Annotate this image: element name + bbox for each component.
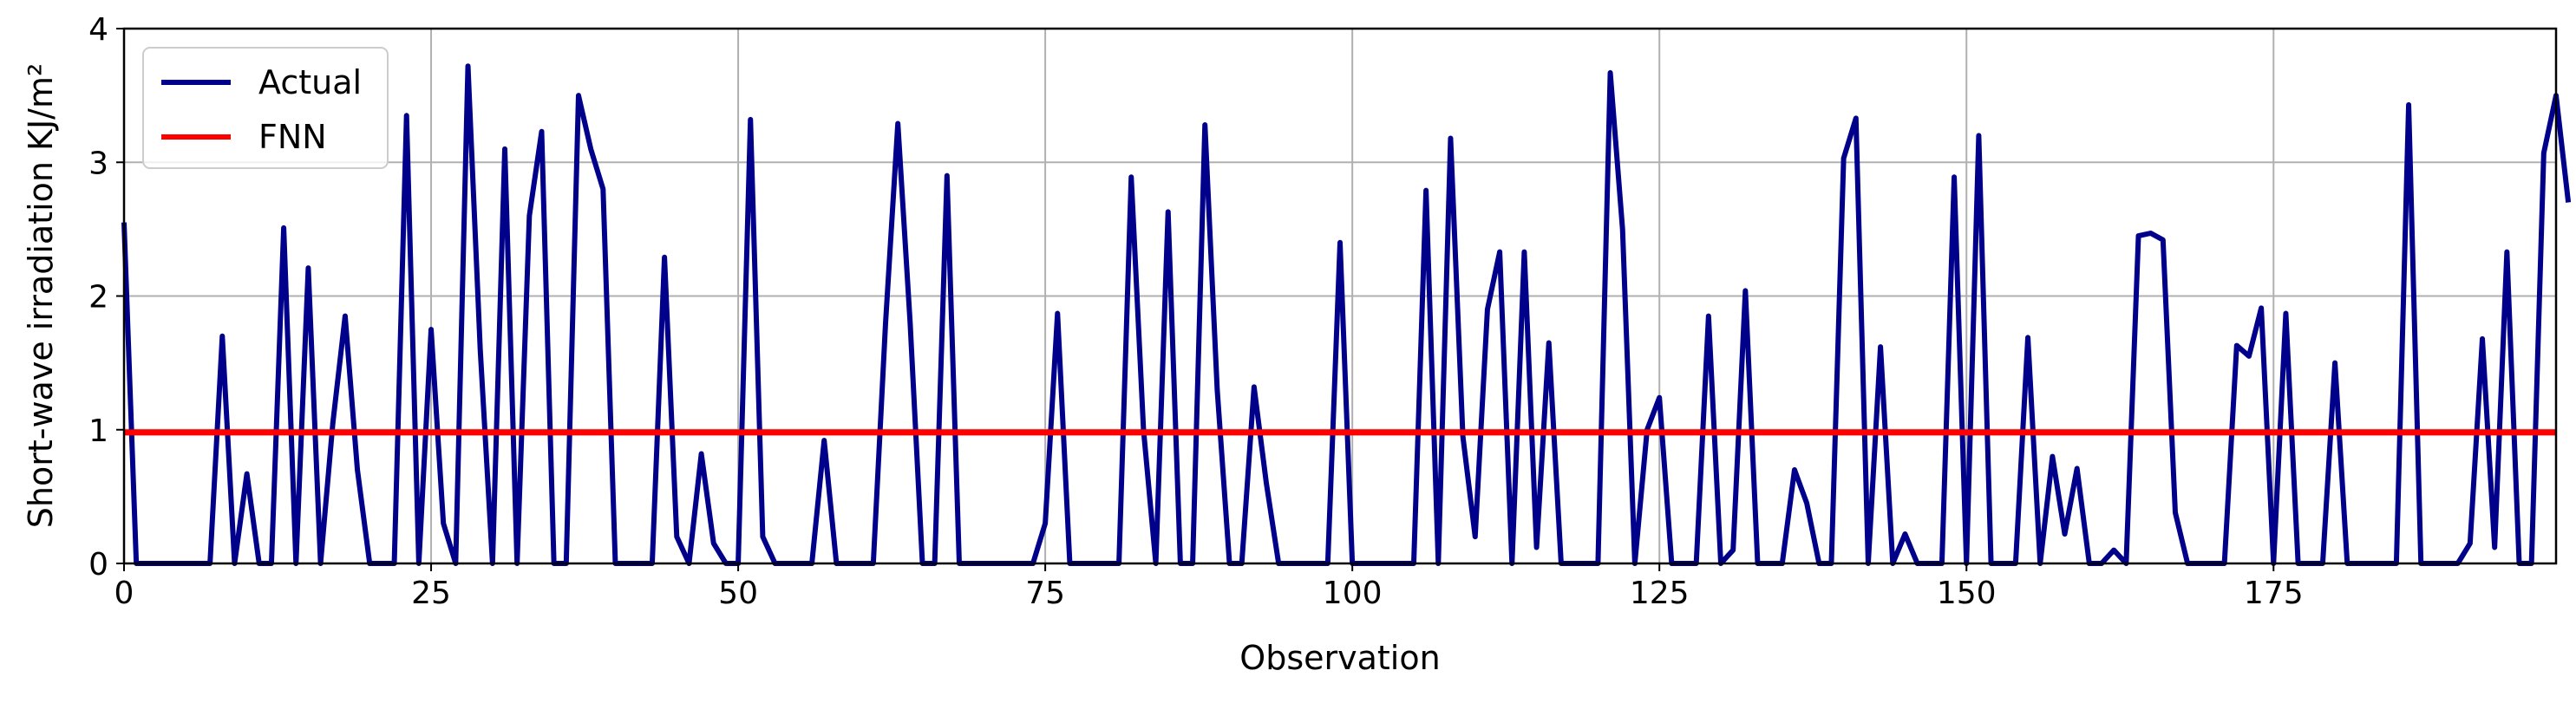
y-tick-label: 1: [88, 413, 108, 449]
series-group: [121, 63, 2572, 566]
y-tick-label: 3: [88, 146, 108, 181]
y-tick-label: 0: [88, 547, 108, 583]
y-axis-title: Short-wave irradiation KJ/m²: [22, 63, 60, 528]
x-axis-title: Observation: [1239, 639, 1440, 677]
x-tick-label: 125: [1630, 576, 1690, 611]
x-tick-label: 175: [2244, 576, 2304, 611]
legend: Actual FNN: [142, 47, 389, 169]
x-tick-label: 0: [114, 576, 134, 611]
x-tick-label: 75: [1025, 576, 1065, 611]
x-tick-label: 25: [411, 576, 451, 611]
legend-label-actual: Actual: [258, 63, 362, 101]
x-tick-label: 50: [718, 576, 758, 611]
x-tick-label: 100: [1323, 576, 1383, 611]
x-tick-label: 150: [1937, 576, 1997, 611]
y-tick-label: 4: [88, 12, 108, 48]
legend-label-fnn: FNN: [258, 118, 327, 156]
y-tick-label: 2: [88, 280, 108, 316]
axis-ticks: 0 25 50 75 100 125 150 175 0 1 2 3 4: [88, 12, 2304, 611]
series-line-actual: [121, 63, 2572, 566]
